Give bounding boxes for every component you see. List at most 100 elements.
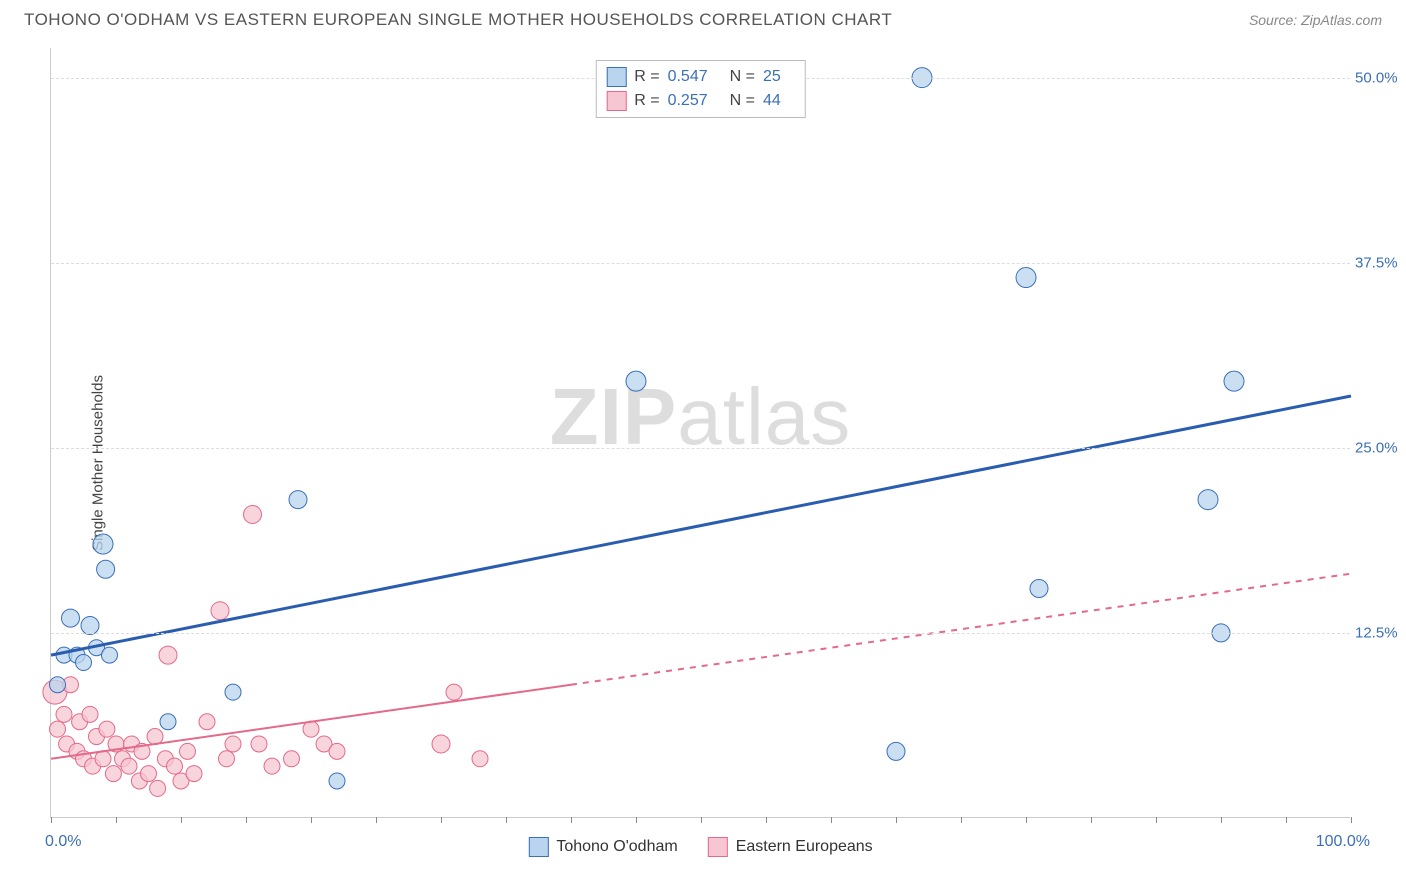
- data-point: [50, 677, 66, 693]
- data-point: [264, 758, 280, 774]
- data-point: [225, 684, 241, 700]
- data-point: [150, 780, 166, 796]
- n-value-2: 44: [763, 92, 781, 110]
- data-point: [251, 736, 267, 752]
- swatch-series-1-bottom: [528, 837, 548, 857]
- data-point: [211, 602, 229, 620]
- chart-source: Source: ZipAtlas.com: [1249, 12, 1382, 28]
- r-value-1: 0.547: [668, 68, 708, 86]
- data-point: [180, 743, 196, 759]
- data-point: [244, 505, 262, 523]
- trend-line: [51, 396, 1351, 655]
- data-point: [81, 617, 99, 635]
- data-point: [97, 560, 115, 578]
- gridline: [51, 633, 1350, 634]
- legend-row-series-1: R = 0.547 N = 25: [606, 65, 795, 89]
- trend-line-dashed: [571, 574, 1351, 685]
- n-label: N =: [730, 68, 755, 86]
- data-point: [329, 743, 345, 759]
- legend-item-1: Tohono O'odham: [528, 837, 677, 857]
- x-tick: [506, 817, 507, 823]
- x-tick: [246, 817, 247, 823]
- gridline: [51, 263, 1350, 264]
- x-tick: [441, 817, 442, 823]
- x-tick: [961, 817, 962, 823]
- y-tick-label: 25.0%: [1355, 439, 1406, 456]
- data-point: [102, 647, 118, 663]
- data-point: [472, 751, 488, 767]
- x-tick: [831, 817, 832, 823]
- data-point: [159, 646, 177, 664]
- chart-header: TOHONO O'ODHAM VS EASTERN EUROPEAN SINGL…: [0, 0, 1406, 38]
- data-point: [1198, 490, 1218, 510]
- data-point: [1030, 579, 1048, 597]
- legend-label-1: Tohono O'odham: [556, 838, 677, 856]
- x-tick: [1026, 817, 1027, 823]
- data-point: [105, 766, 121, 782]
- x-tick: [116, 817, 117, 823]
- x-tick: [1286, 817, 1287, 823]
- y-tick-label: 37.5%: [1355, 254, 1406, 271]
- y-tick-label: 50.0%: [1355, 69, 1406, 86]
- data-point: [82, 706, 98, 722]
- swatch-series-2: [606, 91, 626, 111]
- trend-line: [51, 685, 571, 759]
- series-legend: Tohono O'odham Eastern Europeans: [528, 837, 872, 857]
- data-point: [99, 721, 115, 737]
- swatch-series-1: [606, 67, 626, 87]
- x-tick: [636, 817, 637, 823]
- x-tick: [1221, 817, 1222, 823]
- chart-title: TOHONO O'ODHAM VS EASTERN EUROPEAN SINGL…: [24, 10, 892, 30]
- legend-row-series-2: R = 0.257 N = 44: [606, 89, 795, 113]
- x-axis-min-label: 0.0%: [45, 833, 81, 851]
- data-point: [160, 714, 176, 730]
- data-point: [93, 534, 113, 554]
- x-tick: [701, 817, 702, 823]
- legend-label-2: Eastern Europeans: [736, 838, 873, 856]
- x-tick: [1091, 817, 1092, 823]
- data-point: [121, 758, 137, 774]
- data-point: [186, 766, 202, 782]
- data-point: [167, 758, 183, 774]
- x-tick: [1156, 817, 1157, 823]
- data-point: [62, 609, 80, 627]
- data-point: [289, 491, 307, 509]
- x-tick: [311, 817, 312, 823]
- data-point: [887, 742, 905, 760]
- data-point: [626, 371, 646, 391]
- n-value-1: 25: [763, 68, 781, 86]
- x-tick: [766, 817, 767, 823]
- plot-area: ZIPatlas R = 0.547 N = 25 R = 0.257 N = …: [50, 48, 1350, 818]
- x-tick: [376, 817, 377, 823]
- data-point: [199, 714, 215, 730]
- data-point: [50, 721, 66, 737]
- data-point: [76, 655, 92, 671]
- gridline: [51, 448, 1350, 449]
- x-tick: [181, 817, 182, 823]
- y-tick-label: 12.5%: [1355, 624, 1406, 641]
- data-point: [141, 766, 157, 782]
- swatch-series-2-bottom: [708, 837, 728, 857]
- r-value-2: 0.257: [668, 92, 708, 110]
- x-axis-max-label: 100.0%: [1316, 833, 1370, 851]
- data-point: [284, 751, 300, 767]
- data-point: [225, 736, 241, 752]
- data-point: [219, 751, 235, 767]
- plot-svg: [51, 48, 1350, 817]
- data-point: [1016, 268, 1036, 288]
- r-label: R =: [634, 92, 659, 110]
- x-tick: [571, 817, 572, 823]
- legend-item-2: Eastern Europeans: [708, 837, 873, 857]
- data-point: [432, 735, 450, 753]
- data-point: [1224, 371, 1244, 391]
- x-tick: [896, 817, 897, 823]
- r-label: R =: [634, 68, 659, 86]
- data-point: [56, 706, 72, 722]
- x-tick: [51, 817, 52, 823]
- n-label: N =: [730, 92, 755, 110]
- chart-container: Single Mother Households ZIPatlas R = 0.…: [0, 38, 1406, 888]
- data-point: [329, 773, 345, 789]
- correlation-legend: R = 0.547 N = 25 R = 0.257 N = 44: [595, 60, 806, 118]
- data-point: [446, 684, 462, 700]
- x-tick: [1351, 817, 1352, 823]
